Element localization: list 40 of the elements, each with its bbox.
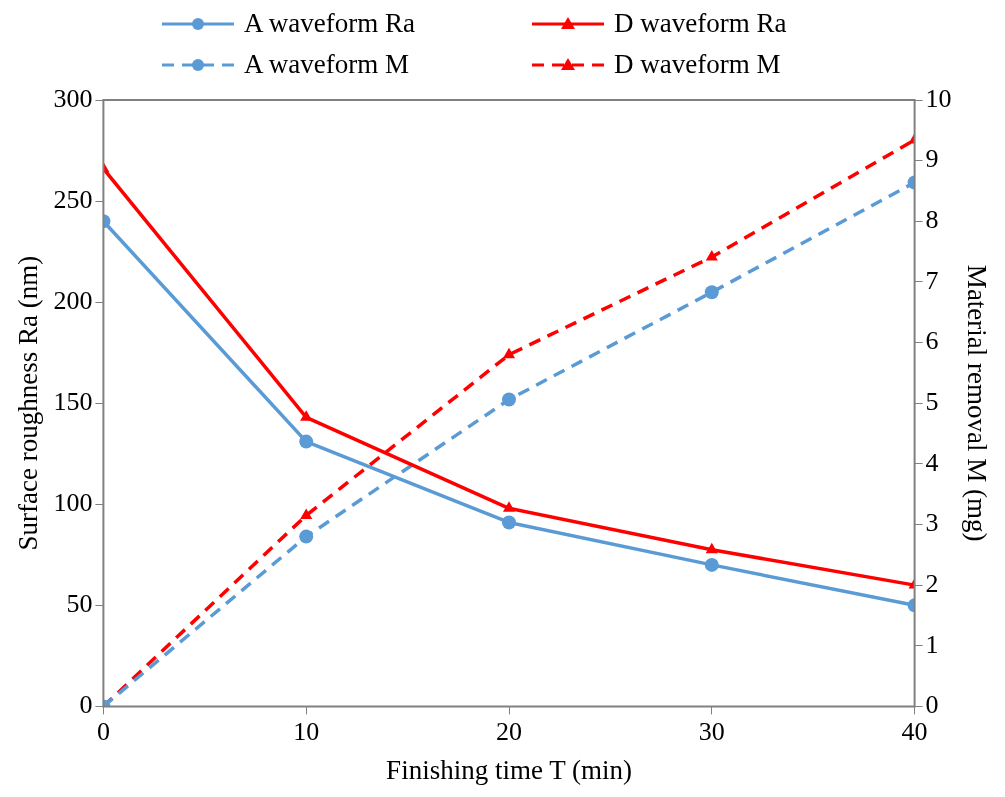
y-tick-label: 250 bbox=[53, 184, 93, 214]
point bbox=[502, 515, 516, 530]
y-tick-label: 100 bbox=[53, 488, 93, 518]
y2-tick-label: 1 bbox=[925, 629, 939, 659]
x-tick-label: 10 bbox=[293, 716, 320, 746]
y-tick-label: 50 bbox=[66, 589, 93, 619]
point bbox=[502, 347, 516, 359]
y2-tick-label: 2 bbox=[925, 568, 939, 598]
point bbox=[299, 529, 314, 544]
x-tick-label: 30 bbox=[698, 716, 725, 746]
y2-tick-label: 0 bbox=[925, 690, 939, 720]
point bbox=[705, 250, 718, 261]
y-axis-title: Surface roughness Ra (nm) bbox=[13, 255, 44, 551]
legend-label: D waveform Ra bbox=[614, 8, 787, 39]
x-axis-title: Finishing time T (min) bbox=[386, 754, 632, 785]
x-tick-label: 20 bbox=[496, 716, 522, 746]
legend-label: A waveform Ra bbox=[244, 8, 415, 39]
y-tick-label: 200 bbox=[53, 285, 93, 315]
point bbox=[502, 501, 516, 512]
y2-tick-label: 9 bbox=[925, 144, 939, 174]
point bbox=[300, 508, 313, 519]
y-tick-label: 300 bbox=[53, 83, 93, 113]
point bbox=[705, 542, 718, 554]
y2-tick-label: 3 bbox=[925, 508, 939, 538]
y2-tick-label: 4 bbox=[925, 447, 939, 477]
legend-label: A waveform M bbox=[244, 49, 409, 80]
y2-axis-title: Material removal M (mg) bbox=[961, 264, 992, 542]
y2-tick-label: 7 bbox=[925, 265, 939, 295]
y2-tick-label: 5 bbox=[925, 387, 939, 417]
y2-tick-label: 6 bbox=[925, 326, 939, 356]
point bbox=[502, 392, 516, 407]
x-tick-label: 40 bbox=[901, 716, 928, 746]
y2-tick-label: 10 bbox=[925, 83, 952, 113]
y-tick-label: 150 bbox=[53, 387, 93, 417]
point bbox=[704, 285, 719, 300]
y2-tick-label: 8 bbox=[925, 205, 939, 235]
legend-label: D waveform M bbox=[614, 49, 781, 80]
point bbox=[704, 557, 719, 572]
point bbox=[299, 434, 314, 449]
y-tick-label: 0 bbox=[79, 690, 93, 720]
